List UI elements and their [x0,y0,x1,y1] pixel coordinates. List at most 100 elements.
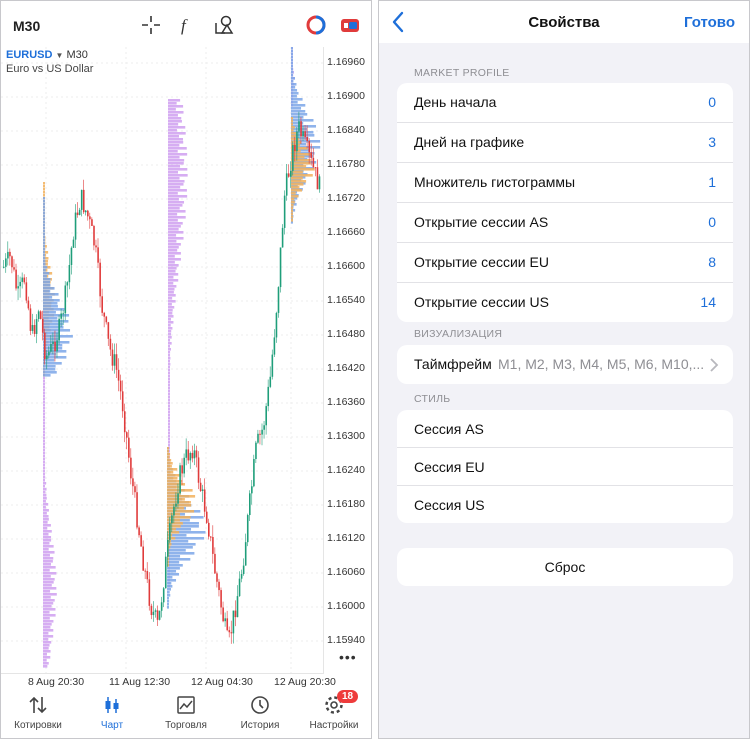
profile-bar [168,123,179,126]
bottom-tab-bar: Котировки Чарт Торговля История Настройк… [1,689,371,738]
profile-bar [291,53,293,56]
page-title: Свойства [528,14,600,31]
price-chart[interactable] [1,47,324,674]
profile-bar [167,465,172,468]
profile-bar [167,591,170,594]
candle-body [167,539,169,557]
price-label: 1.16780 [327,158,365,170]
profile-bar [167,606,169,609]
candle-body [109,338,112,350]
candle-body [306,137,308,142]
objects-icon[interactable] [213,14,235,36]
profile-bar [43,215,45,218]
profile-bar [43,545,54,548]
profile-bar [167,537,205,540]
profile-bar [43,575,51,578]
candle-body [11,256,13,268]
candle-body [134,486,136,493]
candle-body [7,251,9,259]
profile-bar [291,89,298,92]
profile-bar [43,278,51,281]
setting-row-start-day[interactable]: День начала 0 [397,83,733,123]
tab-quotes[interactable]: Котировки [1,689,75,738]
setting-row-session-eu-open[interactable]: Открытие сессии EU 8 [397,243,733,283]
profile-bar [168,252,181,255]
profile-bar [168,228,179,231]
profile-bar [43,602,54,605]
profile-bar [43,188,45,191]
profile-bar [291,140,321,143]
profile-bar [291,120,293,123]
profile-bar [43,218,45,221]
timeframe-label: Таймфрейм [414,356,492,372]
profile-bar [168,408,170,411]
trade-toggle-icon[interactable] [339,14,361,36]
profile-bar [291,219,293,222]
profile-bar [291,135,297,138]
profile-bar [291,159,311,162]
style-row-session-as[interactable]: Сессия AS [397,410,733,448]
timeframe-button[interactable]: M30 [13,18,41,34]
candle-body [97,247,99,263]
properties-screen: Свойства Готово MARKET PROFILE День нача… [378,0,750,739]
profile-bar [43,608,56,611]
candle-body [80,189,83,210]
one-click-trading-icon[interactable] [305,14,327,36]
profile-bar [291,180,307,183]
price-label: 1.16660 [327,226,365,238]
profile-bar [168,207,180,210]
indicators-icon[interactable]: f [176,14,198,36]
profile-bar [167,471,174,474]
profile-bar [168,333,172,336]
tab-chart[interactable]: Чарт [75,689,149,738]
tab-settings[interactable]: Настройки 18 [297,689,371,738]
style-row-session-eu[interactable]: Сессия EU [397,448,733,486]
style-row-session-us[interactable]: Сессия US [397,486,733,523]
more-options-button[interactable]: ••• [339,649,357,665]
profile-bar [43,311,56,314]
setting-row-days-on-chart[interactable]: Дней на графике 3 [397,123,733,163]
profile-bar [43,473,45,476]
profile-bar [167,480,183,483]
section-header-market-profile: MARKET PROFILE [414,67,510,79]
candlestick-chart[interactable] [1,47,323,673]
profile-bar [43,290,51,293]
reset-button[interactable]: Сброс [397,548,733,586]
profile-bar [168,360,170,363]
profile-bar [43,584,52,587]
candle-body [64,285,67,314]
setting-row-session-us-open[interactable]: Открытие сессии US 14 [397,283,733,322]
candle-body [78,209,81,215]
profile-bar [168,183,184,186]
profile-bar [291,116,304,119]
profile-bar [291,119,314,122]
candle-body [281,227,284,248]
profile-bar [43,650,51,653]
candle-body [271,354,274,377]
profile-bar [291,165,307,168]
profile-bar [291,147,308,150]
candle-body [173,506,175,516]
profile-bar [168,390,170,393]
back-chevron-icon[interactable] [389,10,407,34]
tab-history[interactable]: История [223,689,297,738]
tab-trade[interactable]: Торговля [149,689,223,738]
profile-bar [168,327,173,330]
setting-row-session-as-open[interactable]: Открытие сессии AS 0 [397,203,733,243]
profile-bar [43,380,45,383]
candle-body [66,282,69,286]
setting-value: 8 [708,254,716,270]
profile-bar [43,227,45,230]
profile-bar [291,171,303,174]
profile-bar [167,483,186,486]
done-button[interactable]: Готово [683,14,735,31]
setting-label: Открытие сессии AS [414,214,549,230]
setting-row-histogram-multiplier[interactable]: Множитель гистограммы 1 [397,163,733,203]
crosshair-icon[interactable] [140,14,162,36]
profile-bar [168,216,186,219]
candle-body [205,511,208,523]
setting-row-timeframe[interactable]: Таймфрейм M1, M2, M3, M4, M5, M6, M10,..… [397,345,733,384]
price-label: 1.16600 [327,260,365,272]
setting-label: Множитель гистограммы [414,174,576,190]
profile-bar [168,162,184,165]
